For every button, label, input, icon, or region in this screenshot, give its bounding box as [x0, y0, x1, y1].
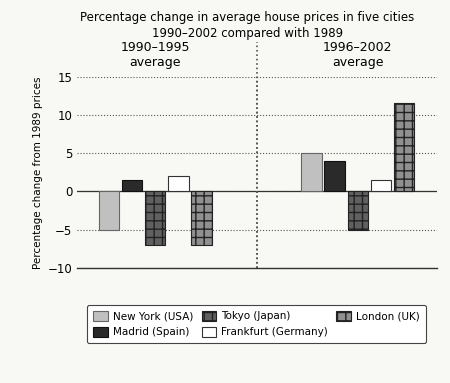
Text: average: average [130, 56, 181, 69]
Text: average: average [332, 56, 383, 69]
Bar [324, 161, 345, 192]
Legend: New York (USA), Madrid (Spain), Tokyo (Japan), Frankfurt (Germany), London (UK): New York (USA), Madrid (Spain), Tokyo (J… [87, 304, 426, 343]
Bar [371, 180, 391, 192]
Text: Percentage change in average house prices in five cities: Percentage change in average house price… [81, 11, 414, 25]
Bar [168, 176, 189, 192]
Bar [191, 192, 212, 245]
Bar [122, 180, 142, 192]
Text: 1990–1995: 1990–1995 [121, 41, 190, 54]
Bar [394, 103, 414, 192]
Bar [348, 192, 368, 230]
Text: 1996–2002: 1996–2002 [323, 41, 392, 54]
Bar [145, 192, 165, 245]
Bar [301, 153, 322, 192]
Y-axis label: Percentage change from 1989 prices: Percentage change from 1989 prices [33, 76, 43, 268]
Text: 1990–2002 compared with 1989: 1990–2002 compared with 1989 [152, 27, 343, 40]
Bar [99, 192, 119, 230]
